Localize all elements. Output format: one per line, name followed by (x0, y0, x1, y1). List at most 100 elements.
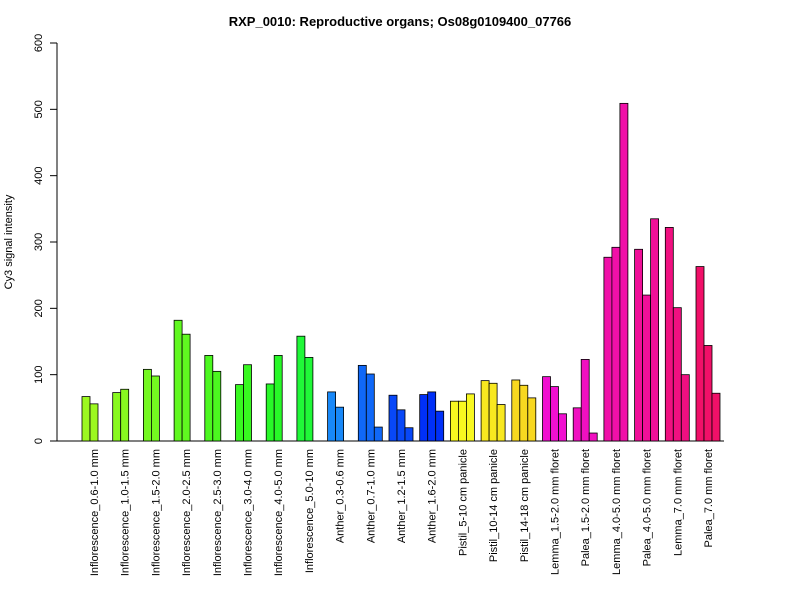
bar (488, 382, 498, 442)
bar (527, 397, 537, 442)
bar (388, 394, 398, 442)
bar (89, 403, 99, 442)
bar (181, 333, 191, 442)
x-tick-label: Inflorescence_3.0-4.0 mm (243, 449, 255, 576)
bar (580, 359, 590, 442)
bar (695, 266, 705, 442)
bar (304, 357, 314, 442)
bar (480, 380, 490, 442)
x-tick-label: Inflorescence_2.0-2.5 mm (181, 449, 193, 576)
bar (619, 102, 629, 442)
bar (173, 319, 183, 442)
x-tick-label: Inflorescence_2.5-3.0 mm (212, 449, 224, 576)
bar-group (142, 368, 160, 442)
bar (150, 375, 160, 442)
bar (265, 383, 275, 442)
bar (572, 407, 582, 442)
bar (511, 379, 521, 442)
bar (81, 396, 91, 442)
bar (404, 427, 414, 442)
bar-group (511, 379, 537, 442)
bar-group (204, 355, 222, 442)
bar-group (265, 355, 283, 442)
x-tick-label: Lemma_1.5-2.0 mm floret (550, 449, 562, 575)
y-tick-label: 0 (33, 438, 45, 444)
bar (664, 227, 674, 442)
bar (435, 410, 445, 442)
bar (496, 404, 506, 442)
bar (365, 373, 375, 442)
y-tick-label: 600 (33, 34, 45, 52)
bar (419, 394, 429, 442)
y-tick-label: 500 (33, 100, 45, 118)
x-tick-label: Palea_7.0 mm floret (703, 449, 715, 547)
bar (357, 364, 367, 442)
bar (588, 432, 598, 442)
x-tick-label: Palea_4.0-5.0 mm floret (642, 449, 654, 566)
bar (449, 400, 459, 442)
x-tick-labels: Inflorescence_0.6-1.0 mm Inflorescence_1.… (89, 449, 715, 576)
bar (296, 335, 306, 442)
bar (427, 391, 437, 442)
x-tick-label: Inflorescence_5.0-10 mm (304, 449, 316, 573)
bar (680, 374, 690, 442)
x-tick-label: Inflorescence_1.5-2.0 mm (150, 449, 162, 576)
bar (465, 393, 475, 442)
bar-group (327, 391, 345, 442)
bar-group (357, 364, 383, 442)
bar (335, 406, 345, 442)
bar (611, 246, 621, 442)
y-axis-label: Cy3 signal intensity (3, 194, 15, 289)
bar-group (664, 227, 690, 442)
x-tick-label: Inflorescence_0.6-1.0 mm (89, 449, 101, 576)
bar (396, 409, 406, 442)
x-tick-label: Inflorescence_1.0-1.5 mm (120, 449, 132, 576)
bar (212, 370, 222, 442)
bar (204, 355, 214, 442)
y-tick-label: 300 (33, 233, 45, 251)
bar (519, 384, 529, 442)
bar (327, 391, 337, 442)
bar-group (419, 391, 445, 442)
bar-group (296, 335, 314, 442)
y-tick-label: 100 (33, 365, 45, 383)
bar (120, 388, 130, 442)
bar-group (634, 218, 659, 442)
x-tick-label: Anther_1.2-1.5 mm (396, 449, 408, 543)
bar (273, 355, 283, 442)
bar (142, 368, 152, 442)
bar (550, 386, 559, 442)
x-tick-label: Lemma_4.0-5.0 mm floret (611, 449, 623, 575)
bar (457, 400, 467, 442)
bar (112, 392, 122, 442)
bar (634, 248, 643, 442)
bar (373, 426, 383, 442)
x-tick-label: Anther_0.7-1.0 mm (365, 449, 377, 543)
bar (711, 392, 721, 442)
bar (542, 376, 551, 442)
bar-group (112, 388, 130, 442)
bar (642, 294, 651, 442)
bar-group (603, 102, 629, 442)
bar-group (449, 393, 475, 442)
x-tick-label: Anther_0.3-0.6 mm (335, 449, 347, 543)
x-tick-label: Inflorescence_4.0-5.0 mm (273, 449, 285, 576)
x-tick-label: Pistil_10-14 cm panicle (488, 449, 500, 562)
bar-group (695, 266, 721, 442)
chart-title: RXP_0010: Reproductive organs; Os08g0109… (228, 14, 572, 29)
bar-group (542, 376, 567, 442)
bar (243, 364, 252, 442)
bar-group (480, 380, 506, 442)
bar (603, 256, 613, 442)
bar (235, 384, 244, 442)
bar-group (388, 394, 414, 442)
bar-group (81, 396, 99, 442)
y-tick-label: 200 (33, 299, 45, 317)
bar (558, 413, 567, 442)
y-axis: 0 100 200 300 400 500 600 (33, 34, 58, 444)
x-tick-label: Lemma_7.0 mm floret (672, 449, 684, 556)
x-tick-label: Palea_1.5-2.0 mm floret (580, 449, 592, 566)
bar (650, 218, 659, 442)
bar-group (572, 359, 598, 442)
